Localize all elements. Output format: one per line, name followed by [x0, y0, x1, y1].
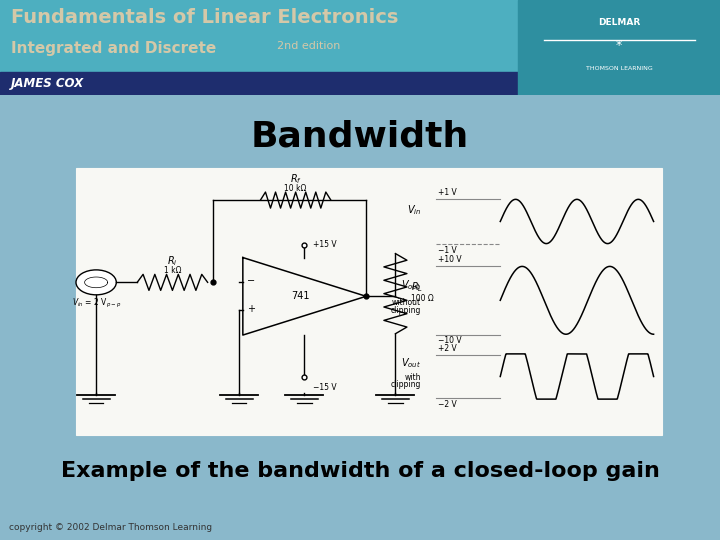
Text: Fundamentals of Linear Electronics: Fundamentals of Linear Electronics [11, 8, 398, 26]
Text: 100 Ω: 100 Ω [411, 294, 434, 302]
Text: Example of the bandwidth of a closed-loop gain: Example of the bandwidth of a closed-loo… [60, 461, 660, 481]
Text: 741: 741 [292, 291, 310, 301]
Text: 1 kΩ: 1 kΩ [163, 266, 181, 275]
Text: +1 V: +1 V [438, 188, 457, 197]
Text: *: * [616, 39, 622, 52]
Bar [0, 0, 720, 73]
Text: −: − [247, 276, 256, 286]
Bar [0, 72, 518, 94]
Text: JAMES COX: JAMES COX [11, 77, 84, 90]
Text: Bandwidth: Bandwidth [251, 119, 469, 153]
Text: 2nd edition: 2nd edition [277, 40, 341, 51]
Text: +10 V: +10 V [438, 255, 462, 264]
Text: +15 V: +15 V [313, 240, 337, 249]
Text: −15 V: −15 V [313, 383, 337, 391]
Text: $V_{out}$: $V_{out}$ [401, 279, 421, 292]
Bar [518, 0, 720, 94]
Text: $V_{out}$: $V_{out}$ [401, 356, 421, 370]
Text: with: with [405, 373, 421, 382]
Text: DELMAR: DELMAR [598, 18, 640, 27]
Text: clipping: clipping [391, 306, 421, 315]
Text: copyright © 2002 Delmar Thomson Learning: copyright © 2002 Delmar Thomson Learning [9, 523, 212, 532]
Text: THOMSON LEARNING: THOMSON LEARNING [586, 65, 652, 71]
Text: without: without [392, 298, 421, 307]
Text: 10 kΩ: 10 kΩ [284, 184, 307, 193]
Text: clipping: clipping [391, 380, 421, 389]
Text: $R_L$: $R_L$ [411, 280, 423, 294]
Text: $V_{in}$: $V_{in}$ [407, 203, 421, 217]
Text: −1 V: −1 V [438, 246, 457, 255]
Text: Integrated and Discrete: Integrated and Discrete [11, 40, 216, 56]
Text: $R_f$: $R_f$ [289, 172, 302, 186]
Text: −10 V: −10 V [438, 336, 462, 346]
Text: +2 V: +2 V [438, 345, 457, 353]
Circle shape [76, 270, 117, 295]
Text: $R_i$: $R_i$ [167, 254, 178, 268]
Bar [0, 73, 720, 94]
Text: +: + [247, 305, 255, 314]
Text: −2 V: −2 V [438, 400, 457, 409]
Bar [76, 168, 662, 435]
Text: $V_{in}$ = 2 V$_{p-p}$: $V_{in}$ = 2 V$_{p-p}$ [71, 297, 121, 310]
